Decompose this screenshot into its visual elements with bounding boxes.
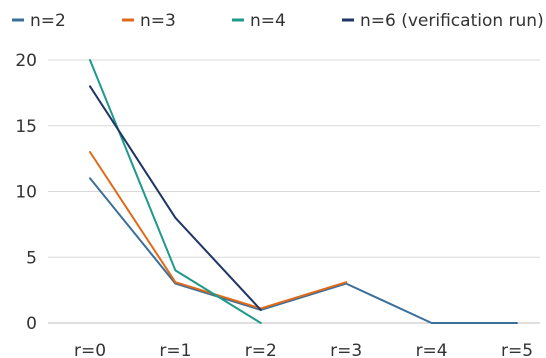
series-line-n-6-verification-run- — [89, 85, 262, 311]
y-tick-label: 15 — [15, 117, 37, 137]
y-tick-label: 0 — [26, 314, 37, 334]
legend-label: n=3 — [140, 11, 176, 31]
legend-label: n=2 — [30, 11, 66, 31]
y-tick-label: 5 — [26, 248, 37, 268]
legend-item: n=2 — [12, 11, 66, 31]
legend: n=2 n=3 n=4 n=6 (verification run) — [12, 11, 544, 31]
series-line-n-3 — [89, 151, 348, 310]
x-tick-label: r=5 — [501, 341, 533, 358]
legend-label: n=4 — [250, 11, 286, 31]
x-tick-label: r=4 — [416, 341, 448, 358]
y-tick-label: 20 — [15, 51, 37, 71]
legend-item: n=4 — [232, 11, 286, 31]
y-axis-ticks: 0 5 10 15 20 — [15, 51, 37, 334]
legend-item: n=3 — [122, 11, 176, 31]
legend-label: n=6 (verification run) — [360, 11, 544, 31]
series-line-n-2 — [89, 177, 518, 324]
y-tick-label: 10 — [15, 183, 37, 203]
legend-item: n=6 (verification run) — [342, 11, 544, 31]
x-tick-label: r=0 — [74, 341, 106, 358]
x-tick-label: r=2 — [245, 341, 277, 358]
gridlines — [48, 59, 540, 324]
x-tick-label: r=1 — [159, 341, 191, 358]
x-tick-label: r=3 — [330, 341, 362, 358]
series-lines — [89, 59, 518, 324]
x-axis-ticks: r=0 r=1 r=2 r=3 r=4 r=5 — [74, 341, 533, 358]
